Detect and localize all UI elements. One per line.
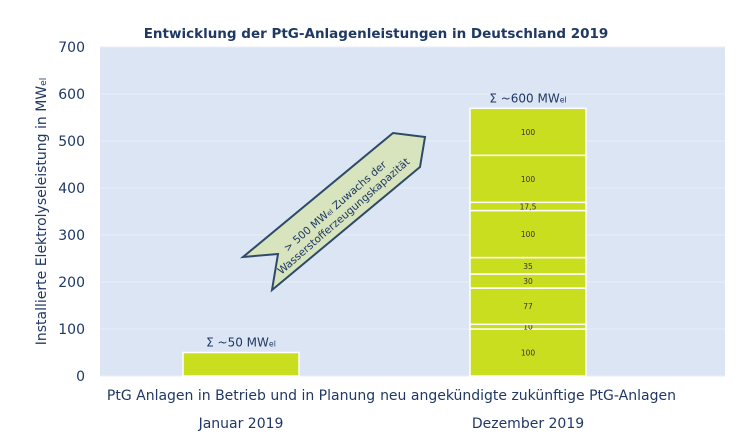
category-label: neu angekündigte zukünftige PtG-Anlagen bbox=[380, 388, 676, 404]
y-tick-label: 400 bbox=[58, 181, 85, 197]
y-tick-label: 600 bbox=[58, 87, 85, 103]
bar-segment bbox=[469, 107, 587, 157]
category-sublabel: Januar 2019 bbox=[198, 416, 284, 432]
subscript: el bbox=[325, 208, 335, 218]
y-tick-label: 0 bbox=[76, 369, 85, 385]
growth-arrow bbox=[239, 131, 427, 293]
y-tick-label: 300 bbox=[58, 228, 85, 244]
subscript: el bbox=[560, 95, 567, 104]
segment-label: 100 bbox=[521, 230, 536, 239]
segment-label: 77 bbox=[523, 302, 533, 311]
chart-title: Entwicklung der PtG-Anlagenleistungen in… bbox=[144, 26, 609, 42]
y-tick-label: 100 bbox=[58, 322, 85, 338]
subscript: el bbox=[39, 78, 49, 86]
category-sublabel: Dezember 2019 bbox=[472, 416, 584, 432]
segment-label: 100 bbox=[521, 128, 536, 137]
bar-segment bbox=[469, 209, 587, 259]
y-tick-label: 700 bbox=[58, 40, 85, 56]
category-label: PtG Anlagen in Betrieb und in Planung bbox=[107, 388, 375, 404]
bar-total-label: Σ ~600 MWel bbox=[489, 91, 566, 105]
segment-label: 35 bbox=[523, 262, 533, 271]
segment-label: 17,5 bbox=[520, 202, 537, 211]
y-axis-label: Installierte Elektrolyseleistung in MWel bbox=[34, 78, 50, 346]
segment-label: 100 bbox=[521, 175, 536, 184]
segment-label: 10 bbox=[523, 323, 533, 332]
subscript: el bbox=[269, 340, 276, 349]
bar-total-label: Σ ~50 MWel bbox=[206, 336, 276, 350]
y-tick-label: 500 bbox=[58, 134, 85, 150]
segment-label: 100 bbox=[521, 349, 536, 358]
bar-segment bbox=[182, 351, 300, 377]
plot-area bbox=[100, 47, 725, 376]
segment-label: 30 bbox=[523, 277, 533, 286]
bar-segment bbox=[469, 328, 587, 377]
bar-segment bbox=[469, 154, 587, 204]
y-tick-label: 200 bbox=[58, 275, 85, 291]
